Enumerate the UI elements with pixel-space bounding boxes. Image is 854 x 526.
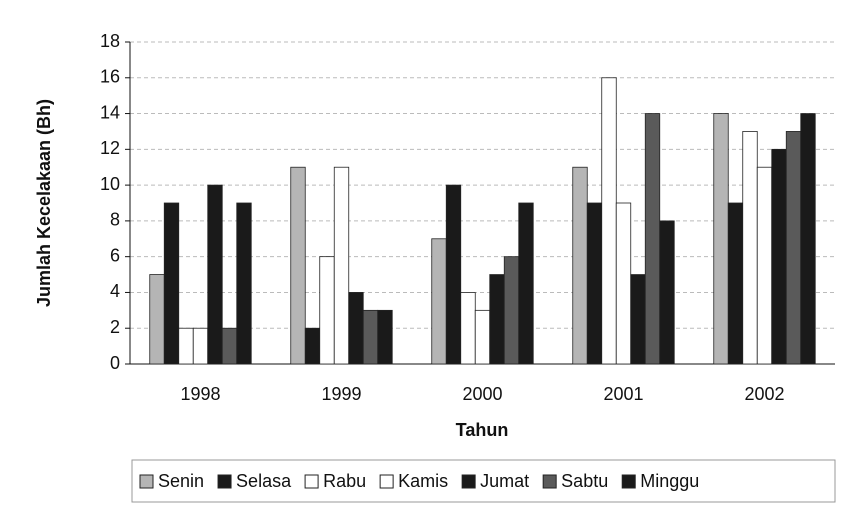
- legend-label: Senin: [158, 471, 204, 491]
- legend-label: Kamis: [398, 471, 448, 491]
- bar: [431, 238, 447, 365]
- bar: [236, 202, 252, 365]
- bar: [727, 202, 744, 365]
- bar: [290, 166, 306, 365]
- legend-box: [131, 459, 836, 503]
- bar: [785, 131, 802, 365]
- bar: [756, 166, 773, 365]
- x-tick-label: 1999: [321, 384, 361, 404]
- legend-label: Jumat: [480, 471, 529, 491]
- y-tick-label: 8: [110, 210, 120, 230]
- x-tick-label: 1998: [180, 384, 220, 404]
- x-axis-title: Tahun: [456, 420, 509, 440]
- y-tick-label: 12: [100, 138, 120, 158]
- bar: [319, 256, 335, 365]
- y-axis-title: Jumlah Kecelakaan (Bh): [34, 99, 54, 307]
- bar: [333, 166, 350, 365]
- bar: [474, 309, 491, 365]
- legend-swatch: [461, 474, 476, 489]
- bar: [800, 113, 816, 365]
- y-tick-label: 4: [110, 281, 120, 301]
- legend-swatch: [217, 474, 232, 489]
- bar: [163, 202, 180, 365]
- y-tick-label: 14: [100, 102, 120, 122]
- legend-swatch: [139, 474, 154, 489]
- bar: [644, 113, 661, 365]
- bar: [713, 113, 729, 365]
- legend-swatch: [379, 474, 394, 489]
- bar: [377, 309, 393, 365]
- bar: [518, 202, 534, 365]
- bar: [362, 309, 379, 365]
- legend-label: Selasa: [236, 471, 292, 491]
- bar: [445, 184, 462, 365]
- legend-swatch: [304, 474, 319, 489]
- y-tick-label: 6: [110, 245, 120, 265]
- bar: [771, 148, 787, 365]
- bar: [207, 184, 223, 365]
- bar: [659, 220, 675, 365]
- bar: [601, 77, 617, 365]
- bar: [615, 202, 632, 365]
- legend-label: Sabtu: [561, 471, 608, 491]
- x-tick-label: 2000: [462, 384, 502, 404]
- legend-swatch: [542, 474, 557, 489]
- x-tick-label: 2001: [603, 384, 643, 404]
- y-tick-label: 16: [100, 67, 120, 87]
- x-tick-label: 2002: [744, 384, 784, 404]
- y-tick-label: 2: [110, 317, 120, 337]
- bar: [192, 327, 209, 365]
- bar: [348, 292, 364, 365]
- y-tick-label: 18: [100, 31, 120, 51]
- bar: [221, 327, 238, 365]
- bar: [460, 292, 476, 365]
- bar: [489, 274, 505, 365]
- bar: [503, 256, 520, 365]
- bar: [586, 202, 603, 365]
- bar: [630, 274, 646, 365]
- bar: [572, 166, 588, 365]
- bar: [742, 131, 758, 365]
- y-tick-label: 0: [110, 353, 120, 373]
- bar: [178, 327, 194, 365]
- bar: [149, 274, 165, 365]
- legend-swatch: [621, 474, 636, 489]
- legend-label: Rabu: [323, 471, 366, 491]
- legend-label: Minggu: [640, 471, 699, 491]
- bar: [304, 327, 321, 365]
- y-tick-label: 10: [100, 174, 120, 194]
